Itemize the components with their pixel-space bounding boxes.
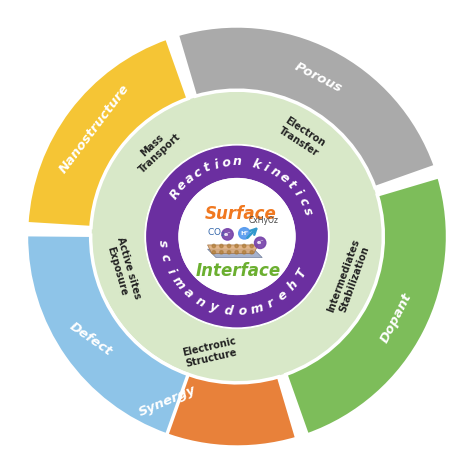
Text: Interface: Interface xyxy=(195,262,281,280)
Text: Porous: Porous xyxy=(292,60,344,95)
Circle shape xyxy=(255,237,266,248)
Circle shape xyxy=(212,244,216,248)
Wedge shape xyxy=(177,26,436,188)
Text: T: T xyxy=(294,267,310,281)
Circle shape xyxy=(250,244,254,248)
Circle shape xyxy=(239,228,250,239)
Text: Dopant: Dopant xyxy=(378,290,414,345)
Text: m: m xyxy=(169,274,188,292)
Text: a: a xyxy=(181,286,196,301)
Text: s: s xyxy=(300,205,315,217)
Circle shape xyxy=(222,229,233,240)
Text: c: c xyxy=(158,252,173,263)
Text: e: e xyxy=(276,170,291,186)
Text: CO$_2$: CO$_2$ xyxy=(207,226,225,238)
Text: s: s xyxy=(156,239,169,247)
Polygon shape xyxy=(208,245,258,254)
Wedge shape xyxy=(286,177,447,435)
Text: H⁺: H⁺ xyxy=(240,231,249,236)
Text: t: t xyxy=(201,161,212,175)
Circle shape xyxy=(243,251,246,254)
Wedge shape xyxy=(146,145,328,328)
Text: Defect: Defect xyxy=(67,319,115,358)
Circle shape xyxy=(212,251,216,254)
Polygon shape xyxy=(208,249,262,258)
Text: i: i xyxy=(164,266,177,276)
Circle shape xyxy=(220,244,223,248)
Text: R: R xyxy=(168,186,184,201)
Circle shape xyxy=(250,251,254,254)
Text: Electronic
Structure: Electronic Structure xyxy=(181,336,239,369)
Text: Nanostructure: Nanostructure xyxy=(57,82,132,176)
Text: c: c xyxy=(296,195,310,208)
Text: Synergy: Synergy xyxy=(137,383,198,419)
Text: t: t xyxy=(284,178,298,192)
Text: c: c xyxy=(191,166,204,180)
Text: i: i xyxy=(262,161,271,175)
Circle shape xyxy=(235,244,238,248)
Circle shape xyxy=(228,244,231,248)
Text: Intermediates
Stabilization: Intermediates Stabilization xyxy=(326,237,372,317)
Wedge shape xyxy=(91,90,383,383)
Text: CxHyOz: CxHyOz xyxy=(248,216,278,225)
Wedge shape xyxy=(27,38,188,228)
Text: Active sites
Exposure: Active sites Exposure xyxy=(103,236,142,303)
Circle shape xyxy=(235,251,238,254)
Text: k: k xyxy=(251,157,263,172)
Text: o: o xyxy=(221,156,232,169)
Circle shape xyxy=(179,179,295,294)
Text: e: e xyxy=(174,178,190,193)
Text: Surface: Surface xyxy=(204,205,276,223)
Text: e⁻: e⁻ xyxy=(224,232,231,237)
Text: Mass
Transport: Mass Transport xyxy=(129,123,182,175)
Text: e: e xyxy=(275,288,290,303)
Text: y: y xyxy=(208,300,219,315)
Text: i: i xyxy=(291,187,304,199)
Text: i: i xyxy=(213,158,220,172)
Circle shape xyxy=(243,244,246,248)
Text: a: a xyxy=(182,171,197,186)
Text: n: n xyxy=(193,294,208,309)
Wedge shape xyxy=(27,235,188,435)
Text: n: n xyxy=(268,165,283,180)
Text: m: m xyxy=(249,300,265,316)
Text: o: o xyxy=(238,304,247,318)
Text: n: n xyxy=(232,155,241,168)
Text: h: h xyxy=(285,278,301,293)
Text: e⁻: e⁻ xyxy=(256,240,264,245)
Wedge shape xyxy=(48,302,297,447)
Circle shape xyxy=(228,251,231,254)
Circle shape xyxy=(220,251,223,254)
Text: Electron
Transfer: Electron Transfer xyxy=(277,115,327,158)
Text: r: r xyxy=(265,296,276,311)
Text: d: d xyxy=(223,304,233,318)
